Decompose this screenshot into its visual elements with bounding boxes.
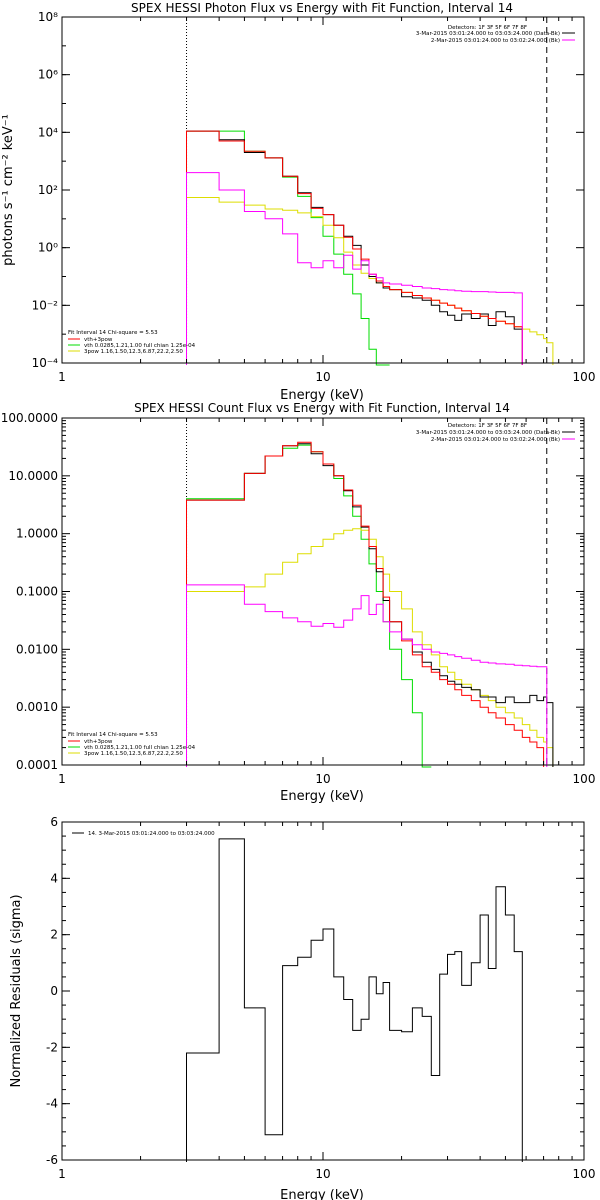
- p1-series-total: [186, 441, 545, 767]
- p2-series-data: [186, 838, 523, 1162]
- residuals-x-axis-label: Energy (keV): [280, 1188, 364, 1200]
- p1-series-background: [186, 584, 548, 767]
- count-plot-area: [186, 418, 554, 768]
- photon-plot-area: [186, 17, 554, 366]
- photon-legend-top: Detectors: 1F 3F 5F 6F 7F 8F 3-Mar-2015 …: [416, 25, 575, 44]
- p1-xtick-label-1: 10: [315, 772, 330, 786]
- residuals-legend: 14. 3-Mar-2015 03:01:24.000 to 03:03:24.…: [72, 831, 215, 837]
- p2-xtick-label-0: 1: [58, 1167, 66, 1181]
- p2-ytick-label-6: 6: [50, 815, 58, 829]
- p0-xtick-label-2: 100: [573, 370, 596, 384]
- photon-chart-title: SPEX HESSI Photon Flux vs Energy with Fi…: [131, 1, 513, 15]
- count-flux-panel: SPEX HESSI Count Flux vs Energy with Fit…: [1, 401, 596, 804]
- count-legend-vth: vth 0.0285,1.21,1.00 full chian 1.25e-04: [84, 745, 196, 751]
- photon-legend-bk-interval: 2-Mar-2015 03:01:24.000 to 03:02:24.000 …: [431, 38, 560, 44]
- count-legend-bpow: 3pow 1.16,1.50,12.3,6.87,22.2,2.50: [84, 751, 183, 757]
- count-legend-top: Detectors: 1F 3F 5F 6F 7F 8F 3-Mar-2015 …: [416, 423, 575, 443]
- p0-series-data: [186, 130, 523, 365]
- residuals-plot-area: [186, 838, 523, 1162]
- p1-ytick-label-6: 100.0000: [1, 411, 58, 425]
- p2-ytick-label-1: -4: [46, 1097, 58, 1111]
- photon-legend-vth: vth 0.0285,1.21,1.00 full chian 1.25e-04: [84, 343, 196, 349]
- count-x-axis-label: Energy (keV): [280, 789, 364, 804]
- residuals-y-axis-label: Normalized Residuals (sigma): [9, 894, 24, 1087]
- p2-xtick-label-1: 10: [315, 1167, 330, 1181]
- count-legend-detectors: Detectors: 1F 3F 5F 6F 7F 8F: [448, 423, 527, 429]
- count-legend-bk-interval: 2-Mar-2015 03:01:24.000 to 03:02:24.000 …: [431, 437, 560, 443]
- photon-y-axis-label: photons s⁻¹ cm⁻² keV⁻¹: [1, 114, 16, 266]
- p1-ytick-label-2: 0.0100: [16, 642, 58, 656]
- photon-axes-frame: [61, 16, 585, 364]
- p0-ytick-label-0: 10⁻⁴: [32, 356, 59, 370]
- p1-ytick-label-0: 0.0001: [16, 758, 58, 772]
- residuals-axes-ticks: 1 10 100 -6 -4 -2 0 2 4 6: [46, 815, 595, 1181]
- count-chart-title: SPEX HESSI Count Flux vs Energy with Fit…: [134, 401, 510, 415]
- p0-xtick-label-1: 10: [315, 370, 330, 384]
- p1-xtick-label-0: 1: [58, 772, 66, 786]
- residuals-legend-label: 14. 3-Mar-2015 03:01:24.000 to 03:03:24.…: [88, 831, 215, 837]
- p0-ytick-label-5: 10⁶: [38, 68, 58, 82]
- p0-ytick-label-4: 10⁴: [38, 125, 58, 139]
- p2-ytick-label-4: 2: [50, 928, 58, 942]
- photon-legend-bottom: Fit Interval 14 Chi-square = 5.53 vth+3p…: [68, 330, 196, 355]
- p0-series-background: [186, 172, 523, 365]
- count-legend-bottom: Fit Interval 14 Chi-square = 5.53 vth+3p…: [68, 732, 196, 757]
- p2-xtick-label-2: 100: [573, 1167, 596, 1181]
- p0-series-bpow: [186, 197, 554, 365]
- photon-x-axis-label: Energy (keV): [280, 388, 364, 403]
- photon-legend-fit-interval: Fit Interval 14 Chi-square = 5.53: [68, 330, 158, 336]
- p0-series-total: [186, 130, 523, 365]
- p2-ytick-label-5: 4: [50, 871, 58, 885]
- p0-ytick-label-1: 10⁻²: [32, 298, 59, 312]
- p1-series-data: [186, 443, 554, 767]
- photon-axes-ticks: 1 10 100 10⁻⁴ 10⁻² 10⁰ 10² 10⁴ 10⁶ 10⁸: [32, 10, 596, 384]
- p0-ytick-label-2: 10⁰: [38, 241, 58, 255]
- photon-flux-panel: SPEX HESSI Photon Flux vs Energy with Fi…: [1, 1, 595, 403]
- p0-ytick-label-6: 10⁸: [38, 10, 58, 24]
- p1-ytick-label-1: 0.0010: [16, 700, 58, 714]
- p2-ytick-label-2: -2: [46, 1040, 58, 1054]
- photon-legend-total: vth+3pow: [84, 337, 113, 343]
- count-axes-ticks: 1 10 100 0.0001 0.0010 0.0100 0.1000 1.0000 10.0…: [1, 411, 596, 786]
- p1-ytick-label-5: 10.0000: [8, 469, 58, 483]
- p1-series-bpow: [186, 528, 554, 767]
- p0-series-vth: [186, 130, 390, 366]
- p0-ytick-label-3: 10²: [38, 183, 58, 197]
- count-legend-total: vth+3pow: [84, 739, 113, 745]
- residuals-axes-frame: [61, 821, 585, 1161]
- p0-xtick-label-0: 1: [58, 370, 66, 384]
- p2-ytick-label-3: 0: [50, 984, 58, 998]
- photon-legend-data-interval: 3-Mar-2015 03:01:24.000 to 03:03:24.000 …: [416, 31, 560, 37]
- count-legend-fit-interval: Fit Interval 14 Chi-square = 5.53: [68, 732, 158, 738]
- count-legend-data-interval: 3-Mar-2015 03:01:24.000 to 03:03:24.000 …: [416, 430, 560, 436]
- photon-legend-bpow: 3pow 1.16,1.50,12.3,6.87,22.2,2.50: [84, 349, 183, 355]
- p1-xtick-label-2: 100: [573, 772, 596, 786]
- p1-series-vth: [186, 444, 432, 768]
- photon-legend-detectors: Detectors: 1F 3F 5F 6F 7F 8F: [448, 25, 527, 31]
- residuals-panel: 1 10 100 -6 -4 -2 0 2 4 6 Energy (keV) Normalized…: [9, 815, 595, 1200]
- p1-ytick-label-4: 1.0000: [16, 527, 58, 541]
- p1-ytick-label-3: 0.1000: [16, 585, 58, 599]
- p2-ytick-label-0: -6: [46, 1153, 58, 1167]
